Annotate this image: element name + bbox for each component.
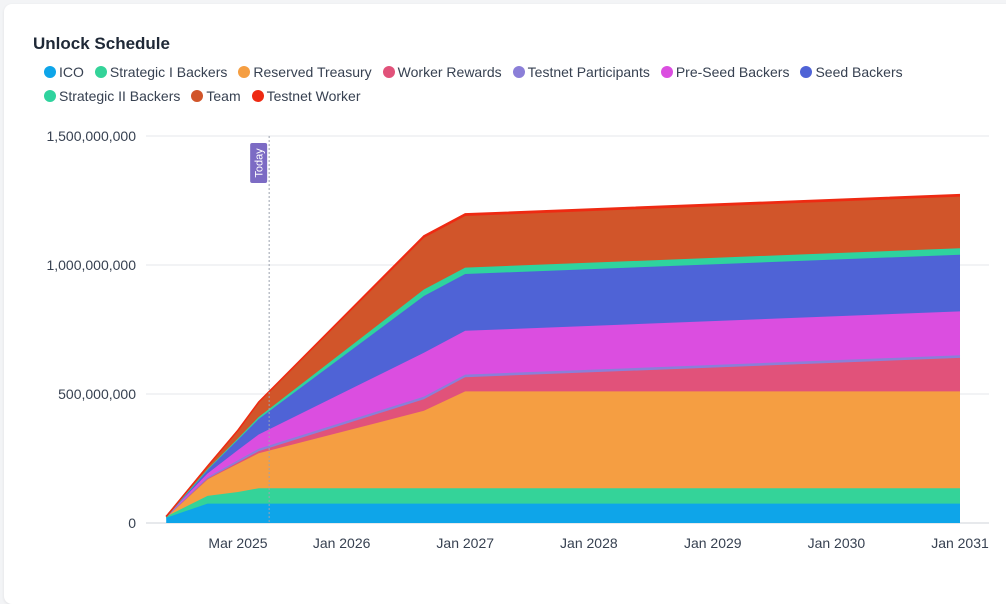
chart-svg: 0 500,000,000 1,000,000,000 1,500,000,000 To… — [46, 128, 989, 551]
x-tick-label: Jan 2030 — [808, 535, 866, 551]
legend-label: Reserved Treasury — [253, 64, 372, 80]
legend-dot-icon — [238, 66, 251, 78]
y-tick-label: 1,000,000,000 — [46, 257, 136, 273]
legend-label: Testnet Participants — [527, 64, 650, 80]
legend-item[interactable]: Pre-Seed Backers — [660, 64, 790, 80]
legend-dot-icon — [800, 66, 813, 78]
area-series — [166, 311, 960, 517]
legend-dot-icon — [512, 66, 525, 78]
legend-item[interactable]: Seed Backers — [800, 64, 903, 80]
legend-item[interactable]: Worker Rewards — [382, 64, 502, 80]
legend-label: Worker Rewards — [397, 64, 502, 80]
legend-dot-icon — [382, 66, 395, 78]
area-series — [166, 488, 960, 518]
legend-dot-icon — [251, 90, 264, 102]
legend-label: Pre-Seed Backers — [675, 64, 790, 80]
x-tick-label: Jan 2028 — [560, 535, 618, 551]
legend-item[interactable]: Reserved Treasury — [238, 64, 372, 80]
legend-dot-icon — [44, 66, 56, 78]
legend-item[interactable]: Strategic I Backers — [94, 64, 228, 80]
y-tick-label: 1,500,000,000 — [46, 128, 136, 144]
area-series — [166, 254, 960, 517]
legend-label: ICO — [59, 64, 84, 80]
legend-label: Testnet Worker — [266, 88, 361, 104]
area-series-line — [165, 193, 961, 517]
legend-dot-icon — [191, 90, 204, 102]
y-tick-label: 500,000,000 — [58, 386, 136, 402]
area-series — [166, 357, 960, 517]
today-label: Today — [254, 148, 266, 178]
legend-label: Strategic I Backers — [109, 64, 228, 80]
legend-item[interactable]: Testnet Participants — [512, 64, 650, 80]
x-tick-label: Jan 2029 — [684, 535, 742, 551]
x-tick-label: Jan 2026 — [313, 535, 371, 551]
legend-item[interactable]: Team — [191, 88, 241, 104]
legend-label: Strategic II Backers — [59, 88, 181, 104]
legend-dot-icon — [94, 66, 107, 78]
legend-item[interactable]: Testnet Worker — [251, 88, 361, 104]
legend-label: Seed Backers — [815, 64, 903, 80]
legend-dot-icon — [44, 90, 56, 102]
legend-item[interactable]: Strategic II Backers — [44, 88, 180, 104]
area-series — [166, 196, 960, 517]
area-series — [166, 503, 960, 523]
chart-legend: ICO Strategic I Backers Reserved Treasury W… — [44, 64, 944, 104]
x-tick-label: Jan 2031 — [931, 535, 989, 551]
y-tick-label: 0 — [128, 515, 136, 531]
x-tick-label: Jan 2027 — [436, 535, 494, 551]
chart-title: Unlock Schedule — [33, 34, 170, 53]
legend-item[interactable]: ICO — [44, 64, 84, 80]
today-badge — [250, 143, 268, 183]
x-tick-label: Mar 2025 — [208, 535, 267, 551]
area-series — [166, 391, 960, 517]
legend-dot-icon — [660, 66, 673, 78]
legend-label: Team — [206, 88, 241, 104]
